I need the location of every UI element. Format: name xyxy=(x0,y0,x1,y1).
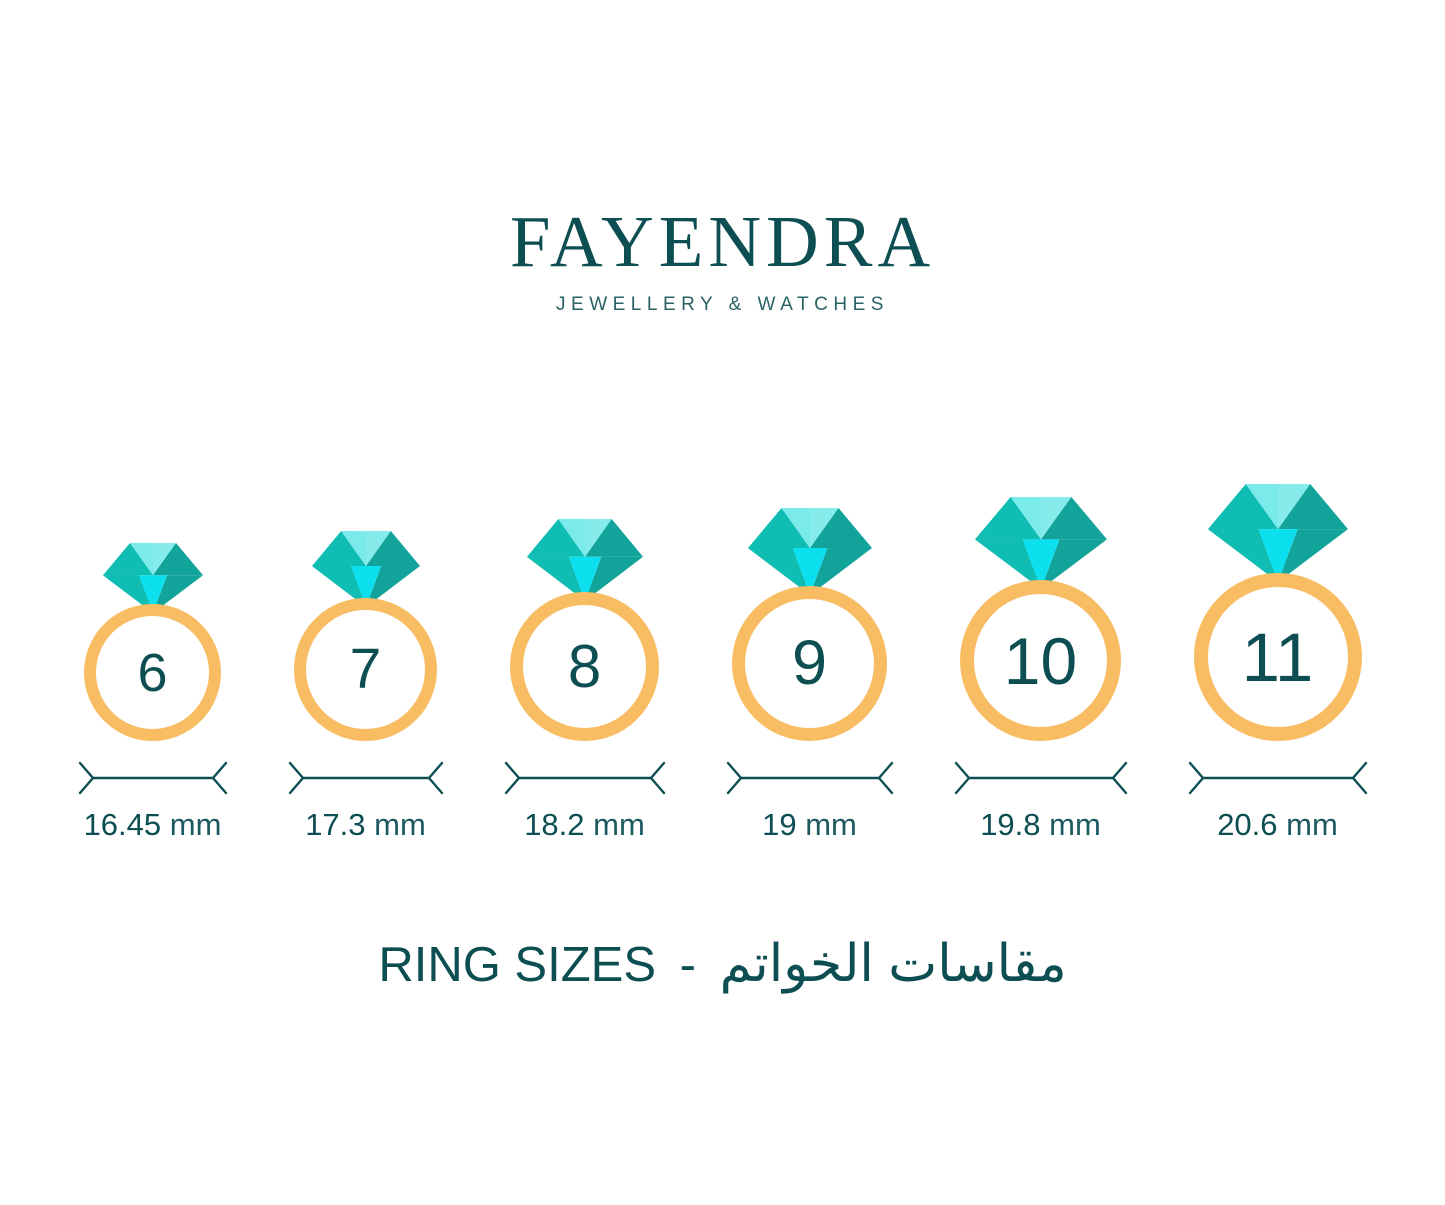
ring-measurement-label: 19.8 mm xyxy=(980,809,1101,840)
ring-size-number: 9 xyxy=(791,628,828,698)
ring-illustration: 8 xyxy=(510,519,659,741)
dimension-arrow-icon xyxy=(954,761,1127,795)
diamond-gem-icon xyxy=(102,543,203,613)
measurement-value: 18.2 xyxy=(524,807,585,842)
measurement-value: 16.45 xyxy=(83,807,162,842)
ring-illustration: 9 xyxy=(732,508,887,741)
ring-measurement-label: 20.6 mm xyxy=(1217,809,1338,840)
measurement-unit: mm xyxy=(1286,807,1338,842)
measurement-value: 19 xyxy=(762,807,797,842)
caption-english: RING SIZES xyxy=(378,938,657,992)
ring-size-row: 6 16.45 mm xyxy=(0,440,1445,840)
ring-measurement-label: 17.3 mm xyxy=(305,809,426,840)
measurement-unit: mm xyxy=(374,807,426,842)
ring-size-number: 8 xyxy=(567,632,602,700)
diamond-gem-icon xyxy=(311,531,420,607)
measurement-value: 20.6 xyxy=(1217,807,1278,842)
brand-tagline: JEWELLERY & WATCHES xyxy=(556,294,889,315)
measurement-unit: mm xyxy=(805,807,857,842)
ring-size-number: 10 xyxy=(1003,623,1078,698)
ring-band: 8 xyxy=(510,592,659,741)
diamond-gem-icon xyxy=(974,497,1107,589)
caption-arabic: مقاسات الخواتم xyxy=(719,935,1067,993)
ring-measurement-label: 18.2 mm xyxy=(524,809,645,840)
dimension-arrow-icon xyxy=(504,761,665,795)
ring-size-number: 6 xyxy=(137,642,168,703)
ring-illustration: 7 xyxy=(294,531,437,741)
ring-measurement-label: 19 mm xyxy=(762,809,857,840)
ring-size-item[interactable]: 7 17.3 mm xyxy=(258,440,474,840)
diamond-gem-icon xyxy=(1207,484,1348,582)
ring-band: 10 xyxy=(960,580,1121,741)
brand-name: FAYENDRA xyxy=(509,201,936,282)
ring-measurement-label: 16.45 mm xyxy=(84,809,222,840)
dimension-arrow-icon xyxy=(78,761,227,795)
diamond-gem-icon xyxy=(526,519,643,601)
caption-separator: - xyxy=(679,938,696,992)
ring-illustration: 6 xyxy=(84,543,221,741)
ring-size-item[interactable]: 10 19.8 mm xyxy=(924,440,1158,840)
ring-illustration: 10 xyxy=(960,497,1121,741)
brand-logo: FAYENDRA JEWELLERY & WATCHES xyxy=(0,205,1445,316)
ring-size-number: 11 xyxy=(1241,618,1314,696)
ring-illustration: 11 xyxy=(1193,484,1362,741)
measurement-value: 17.3 xyxy=(305,807,366,842)
dimension-arrow-icon xyxy=(726,761,893,795)
ring-band: 6 xyxy=(84,604,221,741)
measurement-unit: mm xyxy=(593,807,645,842)
measurement-unit: mm xyxy=(1049,807,1101,842)
measurement-unit: mm xyxy=(169,807,222,842)
ring-band: 7 xyxy=(294,598,437,741)
ring-size-item[interactable]: 11 20.6 mm xyxy=(1158,440,1398,840)
dimension-arrow-icon xyxy=(1188,761,1367,795)
ring-band: 11 xyxy=(1193,573,1362,741)
diamond-gem-icon xyxy=(747,508,872,595)
ring-size-item[interactable]: 8 18.2 mm xyxy=(474,440,696,840)
ring-band: 9 xyxy=(732,586,887,741)
ring-size-number: 7 xyxy=(349,637,382,701)
page-caption: RING SIZES - مقاسات الخواتم xyxy=(0,935,1445,995)
ring-size-item[interactable]: 6 16.45 mm xyxy=(48,440,258,840)
ring-size-item[interactable]: 9 19 mm xyxy=(696,440,924,840)
measurement-value: 19.8 xyxy=(980,807,1041,842)
dimension-arrow-icon xyxy=(288,761,443,795)
